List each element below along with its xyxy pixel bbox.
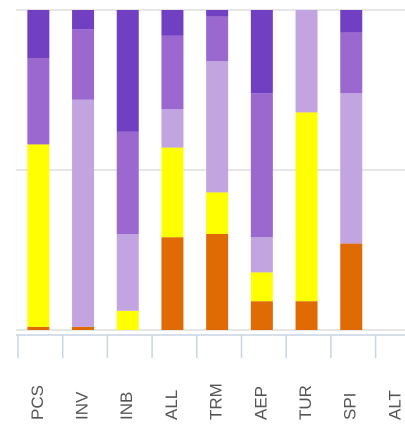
bar-segment bbox=[116, 10, 139, 132]
bar-segment bbox=[340, 243, 363, 330]
x-tick-label: TRM bbox=[207, 383, 226, 420]
bar-segment bbox=[340, 10, 363, 33]
bar-segment bbox=[206, 234, 229, 330]
bar-segment bbox=[340, 32, 363, 94]
bar-segment bbox=[72, 10, 95, 30]
bar-segment bbox=[250, 272, 273, 302]
bar-segment bbox=[72, 99, 95, 327]
x-tick-label: TUR bbox=[296, 385, 315, 420]
x-tick-label: AEP bbox=[251, 386, 270, 420]
bar-segment bbox=[250, 93, 273, 238]
bar-segment bbox=[27, 58, 50, 145]
bar-segment bbox=[161, 147, 184, 238]
bar-segment bbox=[27, 144, 50, 327]
bar-segment bbox=[295, 10, 318, 113]
bar-segment bbox=[161, 109, 184, 148]
bar-segment bbox=[72, 326, 95, 330]
bar-segment bbox=[340, 93, 363, 244]
bar-segment bbox=[72, 29, 95, 100]
x-tick-label: PCS bbox=[28, 385, 47, 420]
bar-segment bbox=[206, 10, 229, 17]
bar-segment bbox=[27, 326, 50, 330]
x-tick-label: SPI bbox=[341, 393, 360, 420]
bar-segment bbox=[295, 112, 318, 302]
bar-segment bbox=[116, 234, 139, 311]
bar-segment bbox=[250, 10, 273, 94]
bar-segment bbox=[250, 237, 273, 273]
bar-segment bbox=[250, 301, 273, 330]
bar-segment bbox=[161, 35, 184, 110]
bar-segment bbox=[27, 10, 50, 58]
bar-segment bbox=[206, 61, 229, 193]
bar-segment bbox=[206, 16, 229, 62]
bar-segment bbox=[161, 10, 184, 36]
bar-segment bbox=[295, 301, 318, 330]
bar-segment bbox=[116, 310, 139, 330]
x-tick-label: INB bbox=[117, 392, 136, 420]
x-tick-label: INV bbox=[73, 391, 92, 420]
bar-segment bbox=[206, 192, 229, 234]
bar-segment bbox=[116, 131, 139, 234]
x-tick-label: ALT bbox=[385, 390, 404, 420]
bar-segment bbox=[161, 237, 184, 330]
x-tick-label: ALL bbox=[162, 390, 181, 420]
